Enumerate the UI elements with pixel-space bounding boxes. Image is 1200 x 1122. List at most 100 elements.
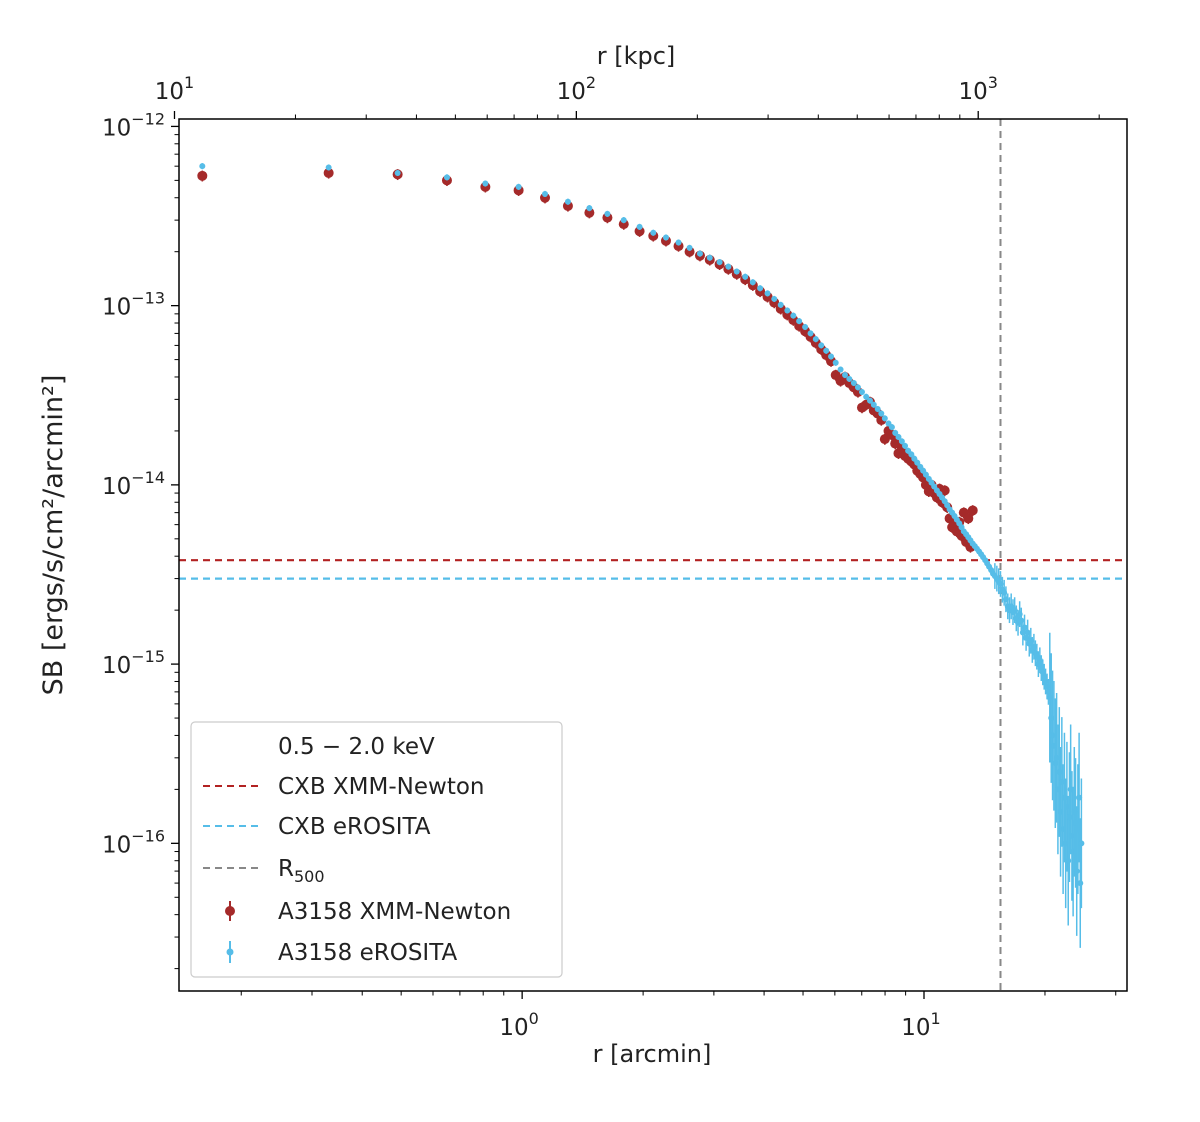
erosita-point — [650, 229, 657, 236]
erosita-point — [686, 244, 693, 251]
erosita-point — [733, 268, 740, 275]
erosita-point — [842, 371, 849, 379]
erosita-marker — [870, 401, 877, 408]
erosita-marker — [1073, 868, 1080, 875]
xmm-point — [967, 505, 978, 517]
erosita-marker — [716, 259, 723, 266]
xmm-marker — [634, 226, 645, 237]
erosita-point — [749, 279, 756, 286]
legend-title: 0.5 − 2.0 keV — [278, 734, 435, 760]
xmm-marker — [963, 513, 974, 524]
erosita-marker — [818, 342, 825, 349]
erosita-point — [482, 180, 489, 187]
erosita-point — [515, 183, 522, 190]
erosita-point — [742, 273, 749, 280]
erosita-marker — [846, 375, 853, 382]
erosita-point — [922, 471, 929, 478]
erosita-point — [199, 163, 206, 170]
erosita-marker — [790, 312, 797, 319]
y-tick-label: 10−13 — [102, 289, 165, 321]
erosita-point — [858, 388, 865, 395]
erosita-point — [564, 198, 571, 205]
erosita-marker — [725, 263, 732, 270]
erosita-point — [696, 250, 703, 257]
erosita-point — [914, 459, 921, 466]
legend-label-cxb-xmm: CXB XMM-Newton — [278, 774, 484, 800]
erosita-marker — [867, 397, 874, 404]
xmm-marker — [967, 505, 978, 516]
legend-label-r500-main: R — [278, 856, 294, 882]
erosita-point — [878, 410, 885, 417]
erosita-marker — [742, 273, 749, 280]
xmm-marker — [197, 170, 208, 181]
top-axis-label: r [kpc] — [597, 42, 676, 70]
erosita-marker — [802, 324, 809, 331]
erosita-marker — [888, 424, 895, 431]
erosita-marker — [874, 406, 881, 413]
erosita-marker — [895, 433, 902, 440]
x-tick-label: 101 — [901, 1009, 940, 1041]
legend-label-r500: R500 — [278, 856, 325, 886]
data-points-layer — [197, 163, 1085, 948]
erosita-point — [771, 295, 778, 302]
erosita-marker — [796, 318, 803, 325]
erosita-marker — [892, 429, 899, 436]
erosita-point — [888, 424, 895, 431]
legend-label-r500-sub: 500 — [294, 867, 325, 886]
erosita-point — [892, 429, 899, 436]
erosita-point — [325, 164, 332, 171]
erosita-marker — [898, 438, 905, 445]
erosita-point — [620, 217, 627, 224]
erosita-marker — [482, 180, 489, 187]
erosita-point — [854, 384, 861, 391]
erosita-point — [846, 375, 853, 382]
erosita-point — [586, 205, 593, 212]
erosita-point — [636, 223, 643, 230]
erosita-marker — [394, 169, 401, 176]
xmm-marker — [562, 200, 573, 211]
erosita-point — [908, 451, 915, 458]
erosita-marker — [854, 384, 861, 391]
erosita-marker — [858, 388, 865, 395]
xmm-point — [963, 513, 974, 525]
erosita-marker — [902, 442, 909, 449]
erosita-point — [604, 210, 611, 217]
erosita-marker — [908, 451, 915, 458]
erosita-point — [764, 290, 771, 297]
erosita-marker — [771, 295, 778, 302]
erosita-point — [796, 318, 803, 325]
erosita-marker — [1078, 840, 1085, 847]
erosita-marker — [837, 366, 844, 373]
legend-label-cxb-erosita: CXB eROSITA — [278, 814, 431, 840]
erosita-marker — [662, 234, 669, 241]
y-tick-label: 10−14 — [102, 468, 165, 500]
erosita-marker — [850, 380, 857, 387]
erosita-point — [850, 379, 857, 387]
ticks-layer: 100 101 101 102 103 10−12 10−13 10−14 10−15 10−16 — [102, 73, 1117, 1041]
erosita-point — [902, 442, 909, 449]
y-tick-label: 10−15 — [102, 647, 165, 679]
erosita-marker — [878, 410, 885, 417]
erosita-marker — [325, 164, 332, 171]
erosita-marker — [696, 250, 703, 257]
erosita-marker — [564, 198, 571, 205]
erosita-marker — [443, 174, 450, 181]
x-axis-label: r [arcmin] — [593, 1040, 712, 1068]
erosita-marker — [863, 393, 870, 400]
erosita-point — [863, 393, 870, 400]
legend: 0.5 − 2.0 keV CXB XMM-Newton CXB eROSITA… — [190, 721, 563, 978]
erosita-marker — [832, 359, 839, 366]
erosita-marker — [686, 244, 693, 251]
x-tick-label: 100 — [499, 1009, 538, 1041]
erosita-marker — [828, 353, 835, 360]
legend-swatch-erosita-points — [226, 941, 234, 963]
plot-frame — [178, 118, 1128, 992]
erosita-point — [895, 433, 902, 441]
erosita-marker — [1065, 857, 1072, 864]
erosita-marker — [749, 279, 756, 286]
legend-label-xmm-points: A3158 XMM-Newton — [278, 899, 511, 925]
erosita-marker — [515, 183, 522, 190]
erosita-point — [1076, 732, 1083, 863]
erosita-point — [823, 347, 830, 354]
